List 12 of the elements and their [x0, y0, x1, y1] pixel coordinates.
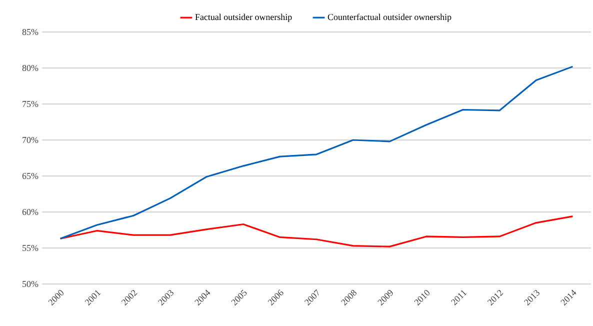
legend-label: Counterfactual outsider ownership — [328, 14, 452, 22]
y-tick-label: 65% — [22, 172, 38, 180]
y-tick-label: 70% — [22, 136, 38, 144]
y-tick-label: 55% — [22, 244, 38, 252]
y-tick-label: 85% — [22, 28, 38, 36]
y-tick-label: 80% — [22, 64, 38, 72]
y-tick-label: 50% — [22, 280, 38, 288]
y-tick-label: 75% — [22, 100, 38, 108]
line-series — [60, 216, 574, 248]
line-series — [60, 66, 574, 240]
y-tick-label: 60% — [22, 208, 38, 216]
legend-label: Factual outsider ownership — [195, 14, 292, 22]
